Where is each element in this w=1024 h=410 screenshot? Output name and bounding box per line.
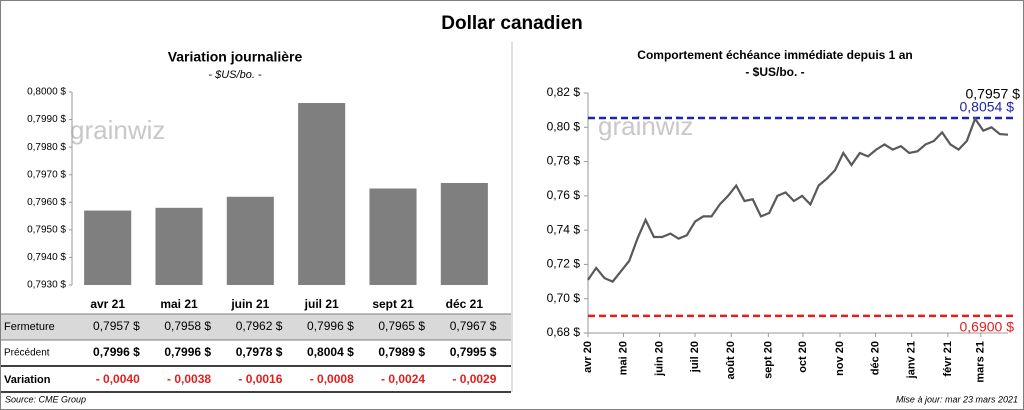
x-tick-label: juil 21 xyxy=(304,297,339,311)
y-tick-label: 0,68 $ xyxy=(547,325,581,339)
x-tick-label: avr 20 xyxy=(582,341,594,373)
chart-subtitle: - $US/bo. - xyxy=(745,65,804,79)
y-tick-label: 0,70 $ xyxy=(547,291,581,305)
x-tick-label: févr 21 xyxy=(942,341,954,376)
x-tick-label: juin 20 xyxy=(654,341,666,377)
table-cell: - 0,0016 xyxy=(238,372,282,386)
row-label: Fermeture xyxy=(4,321,55,333)
chart-subtitle: - $US/bo. - xyxy=(208,69,262,81)
bar xyxy=(155,207,203,285)
x-tick-label: mai 20 xyxy=(617,341,629,375)
table-cell: 0,7996 $ xyxy=(164,345,211,359)
table-cell: 0,7989 $ xyxy=(378,345,425,359)
x-tick-label: avr 21 xyxy=(90,297,125,311)
x-tick-label: sept 21 xyxy=(372,297,414,311)
y-tick-label: 0,7930 $ xyxy=(27,280,66,291)
y-tick-label: 0,7960 $ xyxy=(27,197,66,208)
table-cell: 0,7967 $ xyxy=(450,319,497,333)
row-highlight xyxy=(1,314,511,340)
x-tick-label: déc 21 xyxy=(446,297,484,311)
y-tick-label: 0,7980 $ xyxy=(27,142,66,153)
y-tick-label: 0,8000 $ xyxy=(27,87,66,98)
table-cell: - 0,0038 xyxy=(167,372,211,386)
y-tick-label: 0,7990 $ xyxy=(27,114,66,125)
series-line xyxy=(587,116,1009,283)
chart-title: Variation journalière xyxy=(168,49,303,65)
x-tick-label: juin 21 xyxy=(230,297,269,311)
row-label: Variation xyxy=(4,374,51,386)
page-title: Dollar canadien xyxy=(441,13,583,34)
y-tick-label: 0,78 $ xyxy=(547,154,581,168)
table-cell: - 0,0024 xyxy=(381,372,425,386)
table-cell: 0,7995 $ xyxy=(450,345,497,359)
y-tick-label: 0,76 $ xyxy=(547,188,581,202)
reference-label: 0,6900 $ xyxy=(960,319,1015,335)
table-cell: 0,7958 $ xyxy=(164,319,211,333)
watermark: grainwiz xyxy=(598,111,693,141)
chart-title: Comportement échéance immédiate depuis 1… xyxy=(637,48,912,62)
x-tick-label: janv 21 xyxy=(906,341,918,379)
table-cell: 0,7965 $ xyxy=(378,319,425,333)
reference-label: 0,8054 $ xyxy=(960,99,1015,115)
bar xyxy=(440,182,488,285)
x-tick-label: déc 20 xyxy=(869,341,881,375)
table-cell: 0,7957 $ xyxy=(93,319,140,333)
updated: Mise à jour: mar 23 mars 2021 xyxy=(896,394,1018,404)
x-tick-label: août 20 xyxy=(725,341,737,380)
table-cell: - 0,0008 xyxy=(310,372,354,386)
bar xyxy=(84,210,132,285)
table-cell: 0,8004 $ xyxy=(307,345,354,359)
x-tick-label: oct 20 xyxy=(797,341,809,373)
bar xyxy=(369,188,417,285)
y-tick-label: 0,80 $ xyxy=(547,119,581,133)
y-tick-label: 0,72 $ xyxy=(547,257,581,271)
bar xyxy=(298,103,346,286)
y-tick-label: 0,74 $ xyxy=(547,222,581,236)
source: Source: CME Group xyxy=(5,394,86,404)
x-tick-label: sept 20 xyxy=(762,341,774,379)
table-cell: 0,7978 $ xyxy=(236,345,283,359)
x-tick-label: mars 21 xyxy=(975,341,987,383)
x-tick-label: mai 21 xyxy=(160,297,198,311)
bar xyxy=(226,196,274,285)
table-cell: - 0,0040 xyxy=(96,372,140,386)
row-label: Précédent xyxy=(4,348,50,359)
y-tick-label: 0,7970 $ xyxy=(27,169,66,180)
last-value-label: 0,7957 $ xyxy=(966,86,1021,102)
x-tick-label: juil 20 xyxy=(689,341,701,373)
watermark: grainwiz xyxy=(70,115,165,145)
y-tick-label: 0,7940 $ xyxy=(27,252,66,263)
table-cell: 0,7996 $ xyxy=(307,319,354,333)
table-cell: - 0,0029 xyxy=(452,372,496,386)
x-tick-label: nov 20 xyxy=(834,341,846,376)
y-tick-label: 0,82 $ xyxy=(547,85,581,99)
table-cell: 0,7962 $ xyxy=(236,319,283,333)
table-cell: 0,7996 $ xyxy=(93,345,140,359)
y-tick-label: 0,7950 $ xyxy=(27,224,66,235)
